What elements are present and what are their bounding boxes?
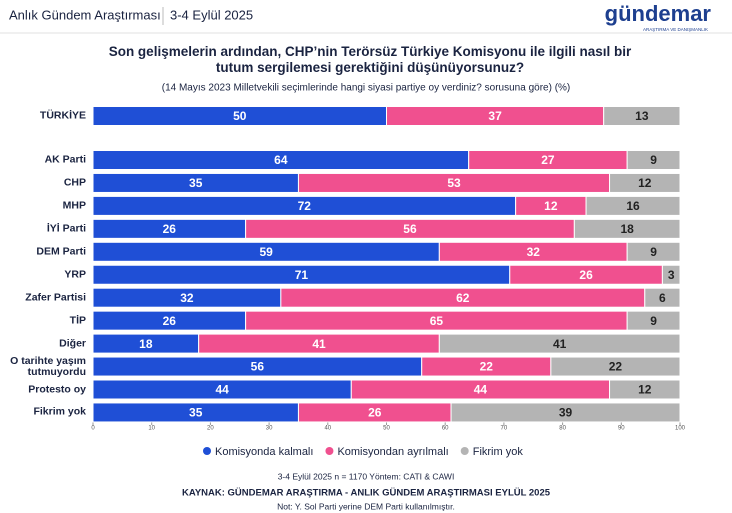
value-label: 13 xyxy=(635,109,649,123)
value-label: 32 xyxy=(527,245,541,259)
value-label: 59 xyxy=(259,245,273,259)
bar-segment xyxy=(450,402,681,423)
value-label: 26 xyxy=(579,268,593,282)
value-label: 72 xyxy=(298,199,312,213)
x-tick-label: 30 xyxy=(266,426,273,432)
value-label: 12 xyxy=(638,383,652,397)
category-label: Fikrim yok xyxy=(33,405,86,418)
note: 3-4 Eylül 2025 n = 1170 Yöntem: CATI & C… xyxy=(278,471,455,481)
legend-marker xyxy=(203,447,211,455)
value-label: 12 xyxy=(544,199,558,213)
bar-segment xyxy=(609,172,681,193)
x-tick-label: 20 xyxy=(207,426,214,432)
legend-label: Fikrim yok xyxy=(473,446,524,458)
value-label: 35 xyxy=(189,406,203,420)
value-label: 26 xyxy=(163,314,177,328)
value-label: 56 xyxy=(403,222,417,236)
legend-label: Komisyondan ayrılmalı xyxy=(337,446,448,458)
chart-title: Son gelişmelerin ardından, CHP’nin Terör… xyxy=(108,44,632,75)
value-label: 16 xyxy=(626,199,640,213)
bar-segment xyxy=(626,241,681,262)
legend-marker xyxy=(460,447,469,455)
value-label: 37 xyxy=(488,109,502,123)
bar-segment xyxy=(438,333,681,354)
value-label: 44 xyxy=(474,383,488,397)
value-label: 71 xyxy=(295,268,309,282)
value-label: 18 xyxy=(139,337,153,351)
category-label: MHP xyxy=(62,199,86,212)
value-label: 9 xyxy=(650,314,657,328)
category-label: Zafer Partisi xyxy=(25,291,86,304)
value-label: 12 xyxy=(638,176,652,190)
value-label: 35 xyxy=(189,176,203,190)
value-label: 64 xyxy=(274,153,288,167)
category-label: DEM Parti xyxy=(36,245,86,258)
category-label: Protesto oy xyxy=(28,383,86,395)
x-tick-label: 60 xyxy=(442,426,449,432)
category-label: O tarihte yaşım tutmuyordu xyxy=(10,354,86,378)
category-label: TÜRKİYE xyxy=(39,109,86,122)
bar-segment xyxy=(609,379,681,400)
note: KAYNAK: GÜNDEMAR ARAŞTIRMA - ANLIK GÜNDE… xyxy=(182,488,551,499)
value-label: 9 xyxy=(650,245,657,259)
value-label: 9 xyxy=(650,153,657,167)
x-tick-label: 0 xyxy=(91,426,95,432)
bar-segment xyxy=(550,356,681,377)
study-date: 3-4 Eylül 2025 xyxy=(170,7,253,22)
x-tick-label: 40 xyxy=(324,426,331,432)
bar-segment xyxy=(585,195,681,216)
bar-segment xyxy=(626,310,681,331)
value-label: 26 xyxy=(368,406,382,420)
x-tick-label: 10 xyxy=(148,426,155,432)
value-label: 39 xyxy=(559,406,573,420)
legend-marker xyxy=(325,447,334,455)
category-label: AK Parti xyxy=(44,153,86,166)
value-label: 22 xyxy=(480,360,494,374)
value-label: 6 xyxy=(659,291,666,305)
value-label: 3 xyxy=(668,268,675,282)
x-tick-label: 70 xyxy=(501,426,508,432)
logo-tagline: ARAŞTIRMA VE DANIŞMANLIK xyxy=(643,27,708,32)
value-label: 53 xyxy=(447,176,461,190)
value-label: 22 xyxy=(609,360,623,374)
category-label: İYİ Parti xyxy=(46,222,86,235)
value-label: 65 xyxy=(430,314,444,328)
value-label: 26 xyxy=(163,222,177,236)
bar-segment xyxy=(603,106,681,126)
category-label: TİP xyxy=(69,314,86,327)
value-label: 27 xyxy=(541,153,555,167)
bar-segment xyxy=(573,218,681,239)
x-tick-label: 90 xyxy=(618,426,625,432)
logo: gündemar xyxy=(605,1,712,26)
x-tick-label: 100 xyxy=(675,426,686,432)
value-label: 56 xyxy=(251,360,265,374)
bar-segment xyxy=(644,287,681,308)
value-label: 18 xyxy=(620,222,634,236)
bar-segment xyxy=(661,264,681,285)
value-label: 62 xyxy=(456,291,470,305)
category-label: YRP xyxy=(64,268,86,281)
category-label: Diğer xyxy=(59,337,86,350)
value-label: 50 xyxy=(233,109,247,123)
value-label: 41 xyxy=(553,337,567,351)
x-tick-label: 50 xyxy=(383,426,390,432)
study-name: Anlık Gündem Araştırması xyxy=(9,7,161,22)
x-tick-label: 80 xyxy=(559,426,566,432)
value-label: 41 xyxy=(312,337,326,351)
value-label: 32 xyxy=(180,291,194,305)
bar-segment xyxy=(626,150,681,170)
category-label: CHP xyxy=(63,176,86,189)
value-label: 44 xyxy=(215,383,229,397)
note: Not: Y. Sol Parti yerine DEM Parti kulla… xyxy=(277,501,455,511)
chart-subtitle: (14 Mayıs 2023 Milletvekili seçimlerinde… xyxy=(162,83,571,94)
legend-label: Komisyonda kalmalı xyxy=(215,446,313,458)
